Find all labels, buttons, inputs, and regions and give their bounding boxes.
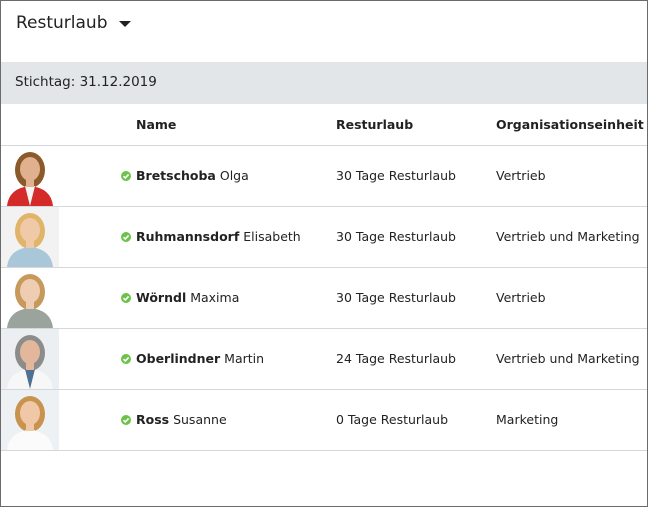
resturlaub-value: 30 Tage Resturlaub (336, 290, 456, 305)
resturlaub-value: 30 Tage Resturlaub (336, 229, 456, 244)
table-row[interactable]: Oberlindner Martin 24 Tage Resturlaub Ve… (1, 328, 647, 389)
first-name: Maxima (190, 290, 240, 305)
first-name: Elisabeth (243, 229, 301, 244)
first-name: Olga (219, 168, 249, 183)
table-row[interactable]: Wörndl Maxima 30 Tage Resturlaub Vertrie… (1, 267, 647, 328)
employee-name[interactable]: Bretschoba Olga (136, 168, 249, 183)
employee-name[interactable]: Ruhmannsdorf Elisabeth (136, 229, 301, 244)
column-header-resturlaub[interactable]: Resturlaub (336, 117, 414, 132)
org-unit: Vertrieb (496, 290, 546, 305)
status-ok-icon (121, 293, 131, 303)
org-unit: Vertrieb und Marketing (496, 351, 640, 366)
org-unit: Marketing (496, 412, 559, 427)
widget-title: Resturlaub (16, 13, 108, 33)
resturlaub-value: 30 Tage Resturlaub (336, 168, 456, 183)
stichtag-label: Stichtag: 31.12.2019 (15, 74, 157, 90)
column-header-org[interactable]: Organisationseinheit (496, 117, 644, 132)
stichtag-bar: Stichtag: 31.12.2019 (1, 62, 647, 104)
avatar (1, 268, 59, 328)
caret-down-icon (118, 21, 131, 27)
table-row[interactable]: Bretschoba Olga 30 Tage Resturlaub Vertr… (1, 145, 647, 206)
status-ok-icon (121, 354, 131, 364)
view-selector-dropdown[interactable]: Resturlaub (16, 13, 131, 33)
last-name: Oberlindner (136, 351, 221, 366)
avatar (1, 390, 59, 450)
first-name: Martin (224, 351, 265, 366)
org-unit: Vertrieb und Marketing (496, 229, 640, 244)
resturlaub-value: 0 Tage Resturlaub (336, 412, 449, 427)
avatar (1, 146, 59, 206)
status-ok-icon (121, 171, 131, 181)
status-ok-icon (121, 415, 131, 425)
resturlaub-value: 24 Tage Resturlaub (336, 351, 456, 366)
avatar (1, 207, 59, 267)
last-name: Ross (136, 412, 170, 427)
last-name: Bretschoba (136, 168, 216, 183)
org-unit: Vertrieb (496, 168, 546, 183)
employee-name[interactable]: Oberlindner Martin (136, 351, 264, 366)
avatar (1, 329, 59, 389)
last-name: Ruhmannsdorf (136, 229, 240, 244)
status-ok-icon (121, 232, 131, 242)
first-name: Susanne (173, 412, 227, 427)
table-row[interactable]: Ruhmannsdorf Elisabeth 30 Tage Resturlau… (1, 206, 647, 267)
employee-name[interactable]: Ross Susanne (136, 412, 227, 427)
last-name: Wörndl (136, 290, 187, 305)
table-row[interactable]: Ross Susanne 0 Tage Resturlaub Marketing (1, 389, 647, 451)
employee-name[interactable]: Wörndl Maxima (136, 290, 239, 305)
column-header-name[interactable]: Name (136, 117, 177, 132)
